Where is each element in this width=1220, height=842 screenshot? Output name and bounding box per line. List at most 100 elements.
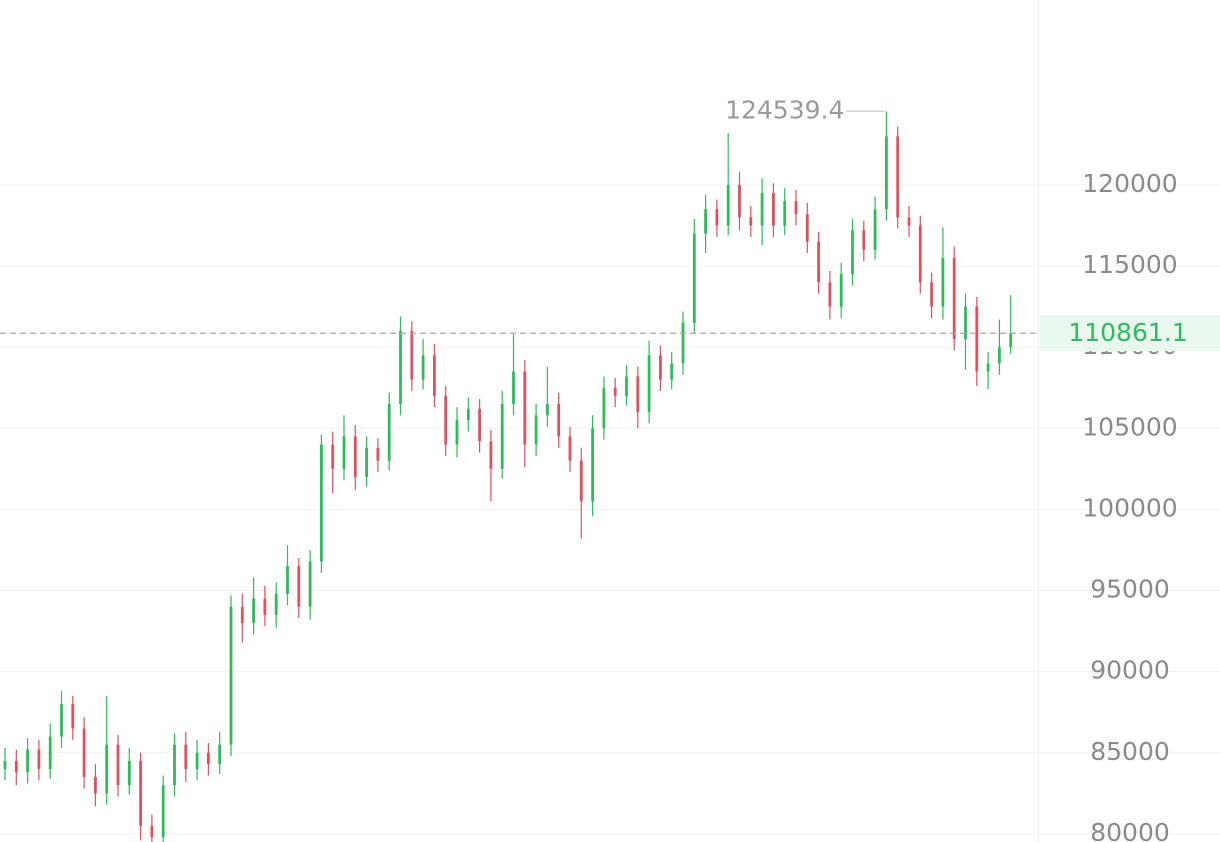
y-tick-label: 115000 [1082, 250, 1177, 279]
candle-body [952, 257, 956, 340]
candle-body [139, 760, 142, 826]
candle-body [387, 403, 391, 461]
candle-body [602, 387, 606, 429]
y-tick-label: 85000 [1090, 737, 1170, 766]
candle-body [613, 387, 617, 396]
candle-body [817, 241, 820, 283]
y-tick-label: 120000 [1082, 169, 1177, 198]
candle-body [127, 760, 131, 786]
candle-body [715, 209, 719, 226]
candle-body [772, 193, 775, 226]
candle-body [455, 420, 459, 445]
candle-body [331, 444, 335, 469]
candle-body [591, 428, 594, 502]
candle-body [839, 274, 843, 307]
candle-body [297, 566, 301, 607]
candle-body [828, 282, 832, 307]
candle-body [885, 136, 888, 210]
candle-body [353, 436, 357, 477]
candle-body [478, 408, 481, 442]
candle-body [862, 230, 866, 250]
candle-body [918, 225, 922, 283]
candle-body [399, 330, 402, 404]
candle-body [94, 777, 97, 794]
candle-body [195, 752, 199, 769]
candle-body [941, 257, 945, 307]
candle-body [568, 436, 572, 461]
candle-body [444, 395, 448, 445]
candle-body [105, 744, 109, 794]
candle-body [71, 704, 75, 729]
last-price-box [1040, 315, 1220, 352]
candle-body [647, 355, 651, 413]
candle-body [489, 441, 493, 469]
candle-body [161, 785, 165, 838]
candle-body [82, 728, 86, 778]
candle-body [726, 184, 730, 226]
candle-body [150, 825, 154, 838]
candle-body [1009, 333, 1013, 348]
candle-body [794, 201, 798, 215]
candle-body [546, 403, 549, 416]
candle-body [274, 593, 278, 615]
candle-body [692, 233, 696, 323]
y-tick-label: 105000 [1082, 412, 1177, 441]
candle-body [681, 322, 685, 364]
candle-body [342, 436, 346, 469]
candle-body [851, 230, 854, 275]
candle-body [534, 415, 538, 445]
candle-body [376, 447, 380, 461]
candle-body [998, 347, 1001, 364]
candle-body [964, 306, 967, 340]
candle-body [240, 606, 244, 623]
candle-body [60, 704, 63, 737]
candle-body [421, 355, 425, 380]
candle-body [116, 744, 120, 786]
candle-body [286, 566, 289, 594]
candle-body [930, 282, 933, 307]
candle-body [579, 460, 583, 502]
candle-body [523, 371, 527, 445]
candle-body [466, 408, 470, 421]
y-tick-label: 80000 [1090, 818, 1170, 842]
max-price-label: 124539.4 [725, 95, 844, 124]
candle-body [512, 371, 515, 404]
candle-body [986, 363, 990, 372]
candle-body [207, 752, 210, 765]
candle-body [433, 355, 436, 396]
y-tick-label: 100000 [1082, 493, 1177, 522]
candle-body [760, 193, 764, 226]
candle-body [670, 363, 674, 380]
candle-body [26, 749, 29, 773]
candle-body [805, 214, 809, 242]
candle-body [229, 606, 233, 745]
candle-body [218, 744, 222, 765]
candle-body [704, 209, 707, 234]
candle-body [37, 749, 41, 769]
candle-body [907, 217, 911, 226]
candle-body [48, 736, 52, 769]
candle-body [308, 561, 312, 607]
candle-body [896, 136, 900, 218]
candle-body [14, 760, 18, 773]
candle-body [173, 744, 176, 786]
candle-body [975, 306, 979, 372]
candle-body [557, 403, 561, 437]
candle-body [410, 330, 414, 380]
last-price-label: 110861.1 [1068, 318, 1187, 347]
candle-body [636, 376, 640, 413]
candle-body [263, 598, 267, 615]
candle-body [252, 598, 255, 623]
y-tick-label: 95000 [1090, 575, 1170, 604]
candle-body [873, 209, 877, 250]
candle-body [320, 444, 323, 562]
candle-body [3, 760, 7, 769]
candle-body [500, 403, 504, 469]
candle-body [365, 447, 368, 477]
y-tick-label: 90000 [1090, 656, 1170, 685]
candle-body [783, 201, 787, 226]
candle-body [184, 744, 188, 769]
candle-body [749, 217, 753, 226]
